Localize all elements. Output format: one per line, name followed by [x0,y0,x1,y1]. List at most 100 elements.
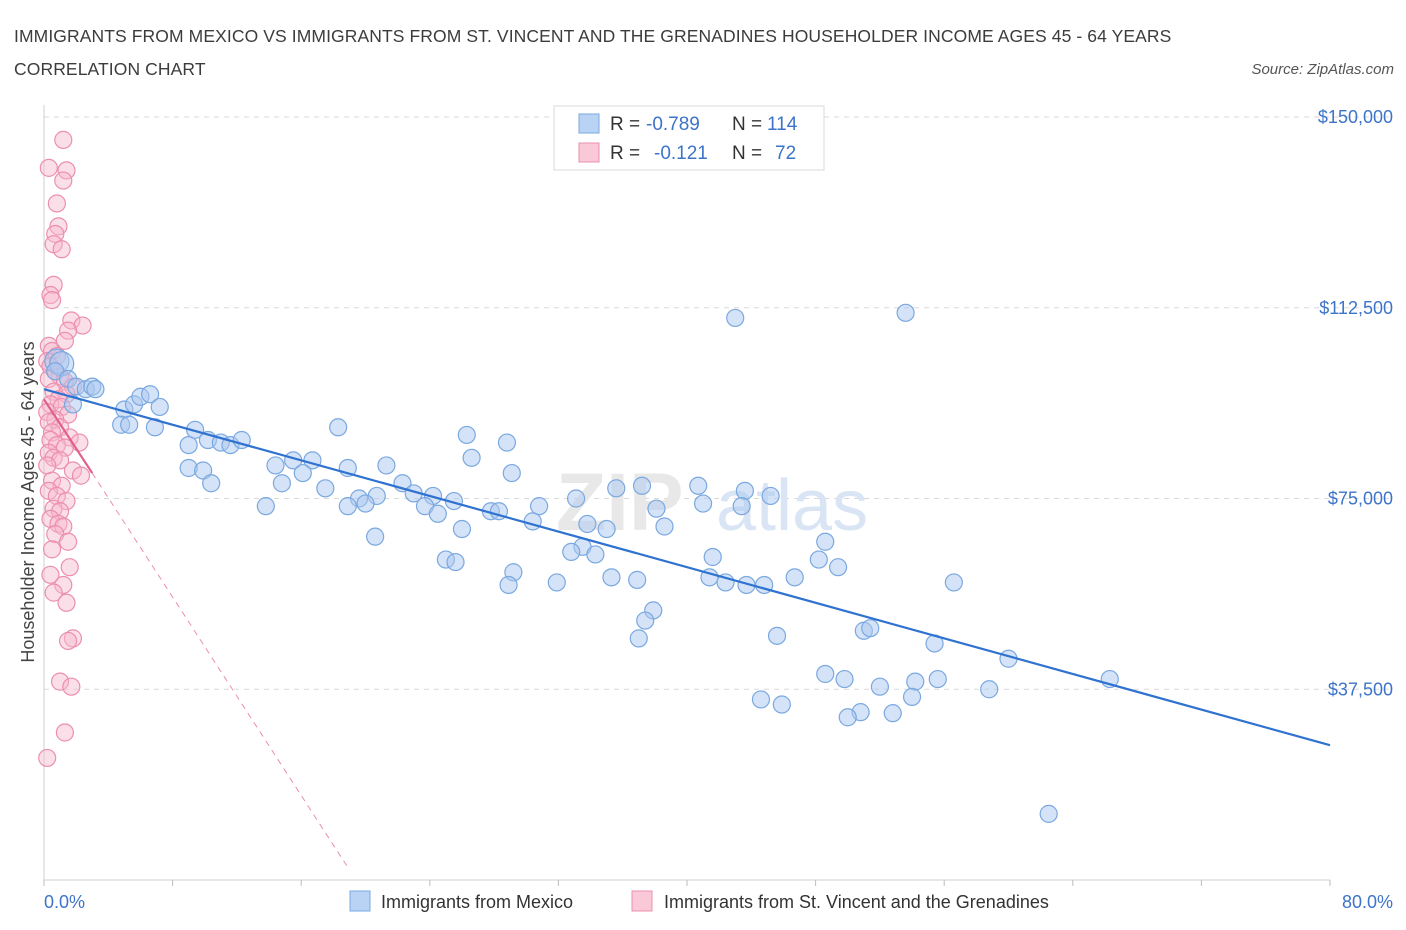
gridlines [44,116,1393,690]
data-point-mexico [502,463,521,483]
data-point-mexico [547,573,566,592]
data-point-mexico [86,380,105,399]
axes [43,105,1331,886]
data-point-mexico [896,303,915,322]
data-point-mexico [761,486,780,506]
data-point-mexico [902,687,922,706]
legend-n-value-1: 114 [767,114,798,135]
data-point-mexico [602,568,621,587]
data-point-mexico [726,308,745,328]
y-tick-label: $150,000 [1318,107,1393,127]
data-point-mexico [835,669,854,689]
data-point-mexico [566,489,586,508]
data-point-st-vincent [54,130,73,149]
series-st-vincent-points [38,130,92,768]
data-point-mexico [829,558,848,577]
data-point-mexico [636,611,655,630]
data-point-mexico [816,532,835,551]
data-point-mexico [457,425,476,445]
data-point-mexico [452,519,472,539]
y-tick-label: $37,500 [1328,679,1393,699]
data-point-mexico [751,690,771,709]
trend-line-mexico [43,388,1331,747]
data-point-mexico [497,433,517,452]
data-point-mexico [838,708,857,727]
data-point-mexico [906,672,925,691]
data-point-st-vincent [41,565,60,584]
data-point-st-vincent [59,321,78,340]
y-tick-label: $112,500 [1319,298,1393,318]
data-point-mexico [647,499,666,518]
data-point-st-vincent [52,240,71,259]
data-point-mexico [628,570,647,589]
data-point-mexico [586,545,605,564]
data-point-st-vincent [73,316,92,335]
trend-line-st-vincent [43,398,94,474]
data-point-mexico [338,497,357,516]
y-tick-label: $75,000 [1328,489,1393,509]
data-point-mexico [944,573,963,592]
chart-title: IMMIGRANTS FROM MEXICO VS IMMIGRANTS FRO… [14,26,1172,79]
legend-r-value-1: -0.789 [646,114,700,135]
legend-swatch-st-vincent [578,142,600,163]
data-point-mexico [693,494,713,513]
x-tick-label-min: 0.0% [44,892,85,912]
data-point-st-vincent [54,575,73,595]
data-point-mexico [689,476,708,495]
data-point-mexico [316,479,335,498]
bottom-legend-label-mexico: Immigrants from Mexico [381,892,573,912]
data-point-mexico [980,680,999,699]
data-point-st-vincent [50,672,70,691]
data-point-mexico [293,463,312,483]
data-point-mexico [266,456,285,475]
data-point-st-vincent [38,456,57,475]
data-point-mexico [578,514,597,534]
data-point-st-vincent [62,677,81,696]
data-point-st-vincent [59,631,78,651]
legend-swatch-mexico [578,113,600,134]
data-point-mexico [186,420,205,439]
data-point-mexico [530,497,549,516]
trend-line-st-vincent-extended [91,472,350,871]
data-point-mexico [632,476,652,495]
data-point-mexico [272,474,292,493]
y-tick-labels: $37,500 $75,000 $112,500 $150,000 [1318,107,1393,699]
x-tick-label-max: 80.0% [1342,892,1393,912]
legend-r-label-2: R = [610,143,640,164]
data-point-mexico [732,497,751,516]
data-point-mexico [655,517,674,536]
data-point-st-vincent [38,748,57,768]
data-point-mexico [329,418,348,437]
data-point-st-vincent [47,194,66,213]
data-point-mexico [446,552,465,572]
data-point-mexico [499,575,518,595]
data-point-st-vincent [63,629,83,648]
data-point-mexico [202,474,221,493]
source-label: Source: ZipAtlas.com [1251,61,1394,78]
data-point-mexico [179,435,198,455]
y-axis-title: Householder Income Ages 45 - 64 years [18,341,38,662]
data-point-st-vincent [39,158,58,177]
data-point-mexico [816,664,835,684]
data-point-mexico [772,695,791,714]
trend-lines [43,388,1331,871]
bottom-legend: Immigrants from Mexico Immigrants from S… [349,890,1049,912]
bottom-legend-swatch-mexico [349,890,371,912]
data-point-mexico [377,456,396,475]
data-point-mexico [883,704,902,723]
legend-r-label-1: R = [610,114,640,135]
data-point-st-vincent [59,532,78,551]
bottom-legend-swatch-st-vincent [631,890,653,912]
data-point-st-vincent [44,583,63,602]
data-point-st-vincent [44,275,63,294]
data-point-mexico [63,395,83,414]
data-point-st-vincent [42,540,62,559]
data-point-mexico [785,568,804,587]
data-point-st-vincent [71,466,91,485]
data-point-st-vincent [55,331,74,350]
data-point-mexico [462,448,481,467]
data-point-mexico [256,497,275,516]
data-point-mexico [597,519,616,539]
legend-box: R = -0.789 N = 114 R = -0.121 N = 72 [553,105,825,171]
